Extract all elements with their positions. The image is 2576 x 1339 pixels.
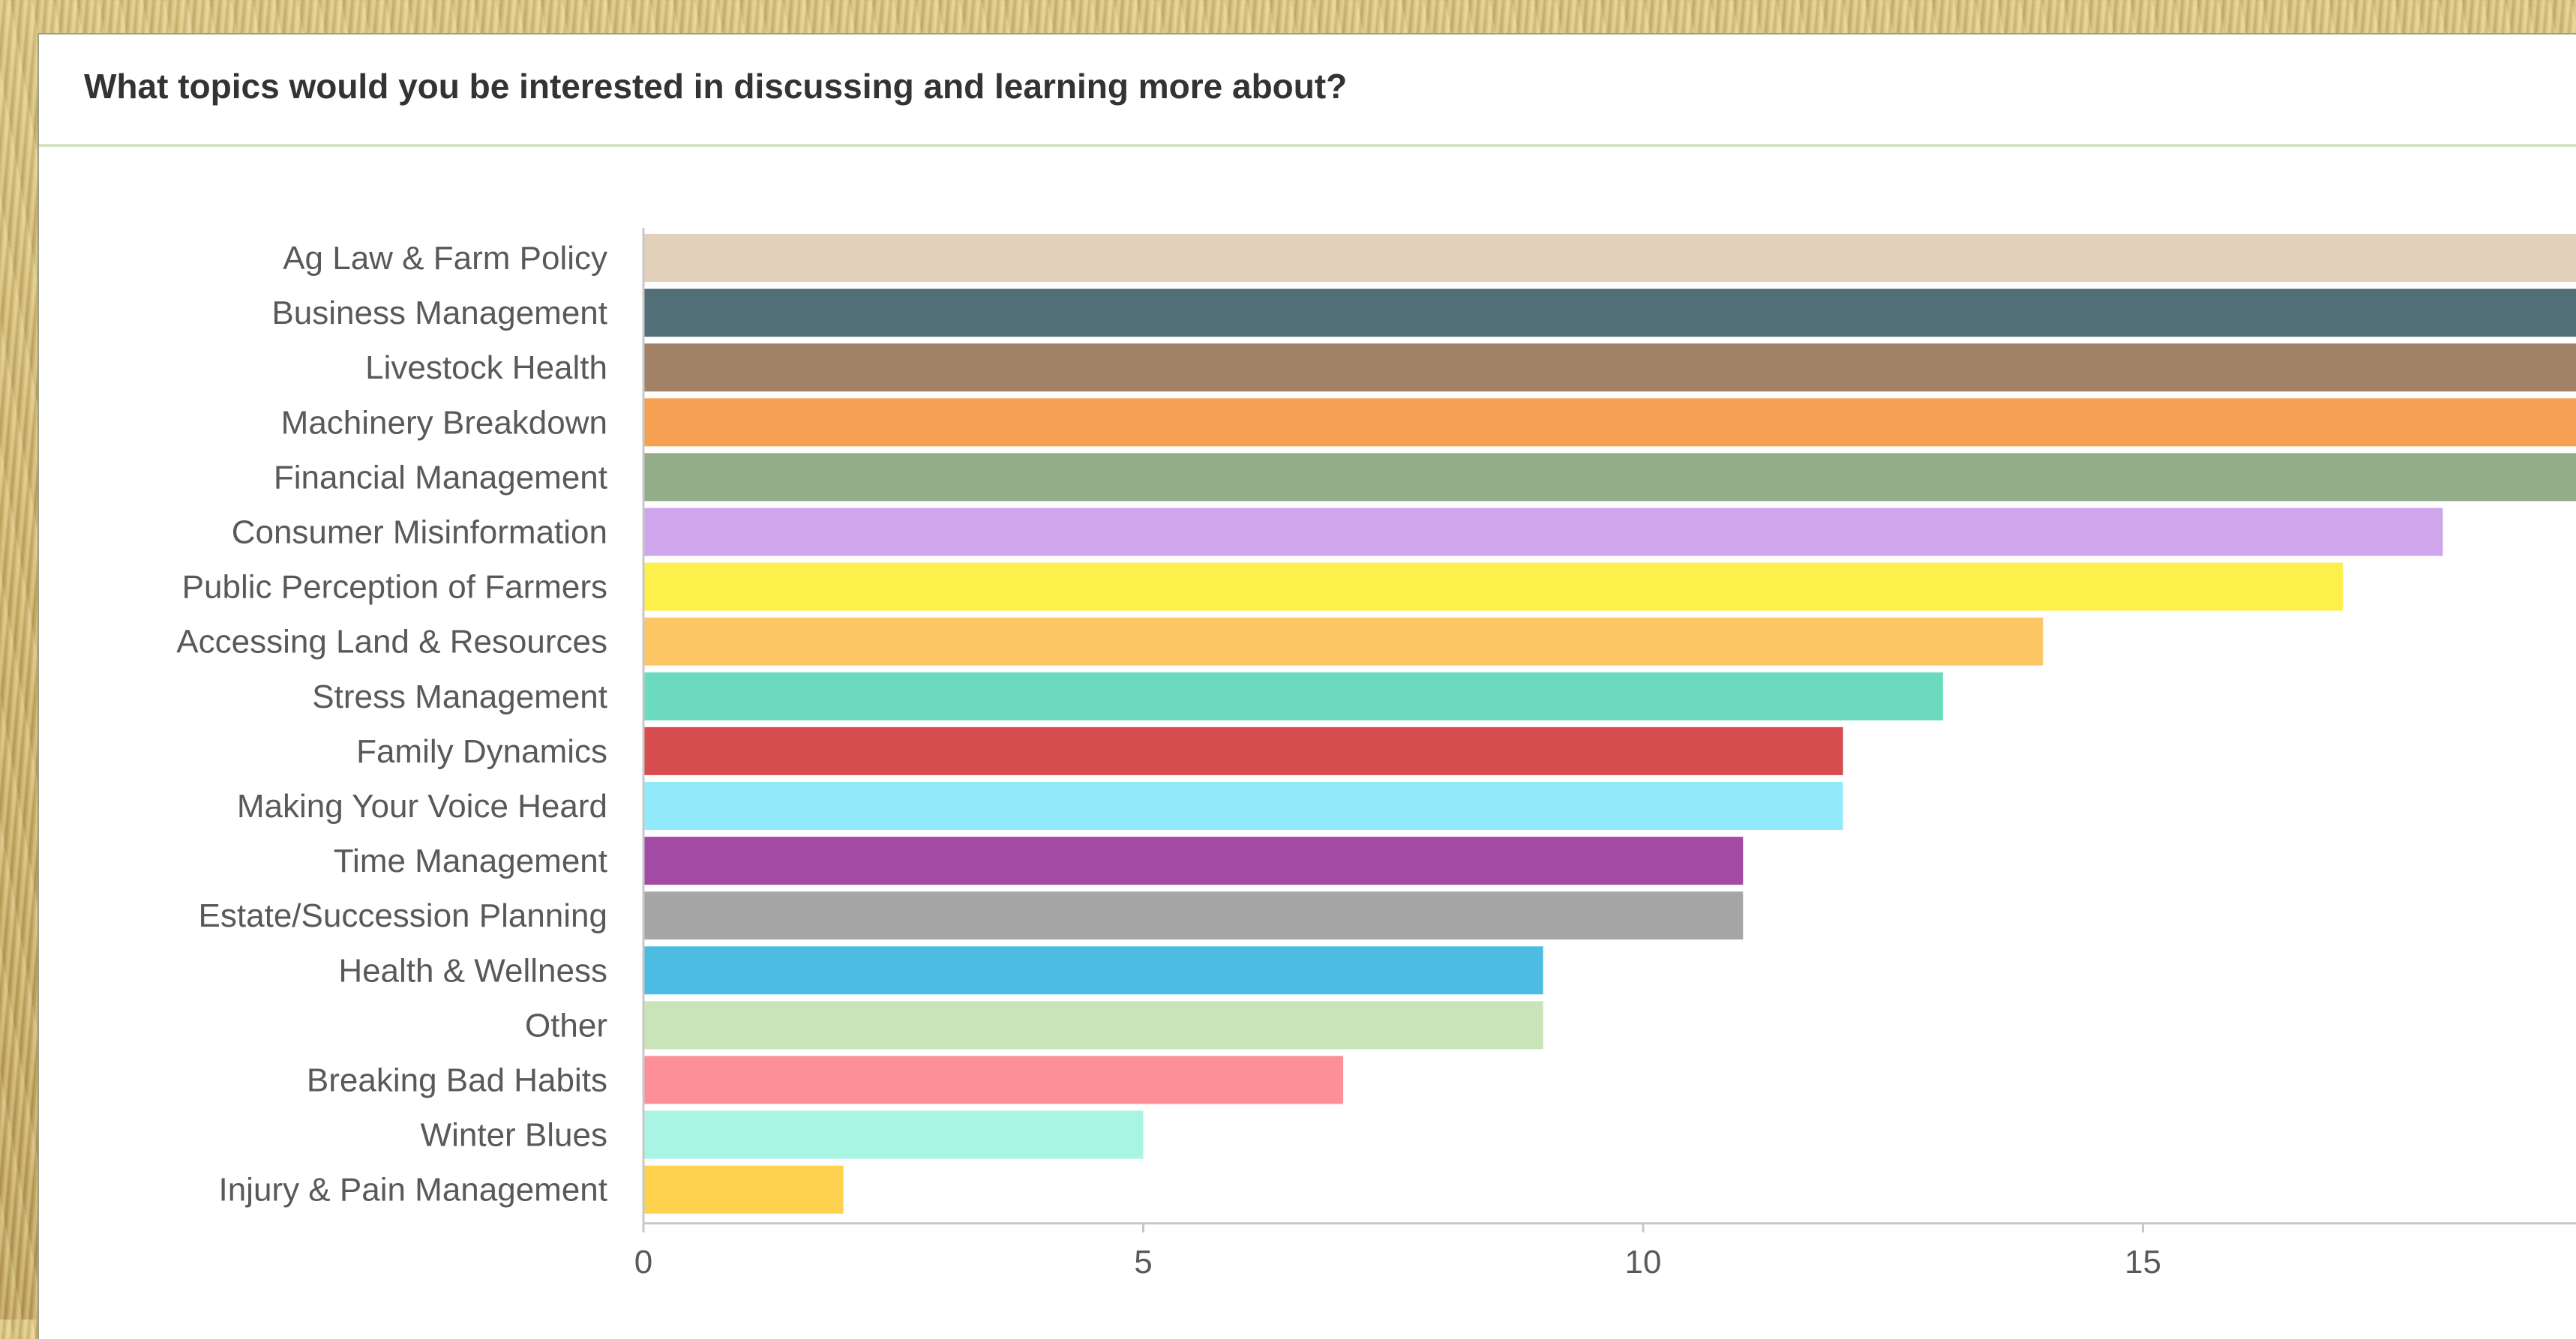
bar: [643, 1166, 844, 1214]
category-label: Stress Management: [312, 678, 607, 715]
category-label: Breaking Bad Habits: [307, 1062, 607, 1099]
bar: [643, 891, 1743, 939]
bar: [643, 946, 1543, 994]
category-label: Accessing Land & Resources: [176, 624, 607, 661]
x-tick-label: 0: [634, 1244, 652, 1281]
category-label: Machinery Breakdown: [281, 404, 607, 441]
category-label: Injury & Pain Management: [218, 1172, 607, 1209]
bar: [643, 672, 1943, 720]
category-label: Livestock Health: [365, 349, 607, 386]
bar: [643, 1111, 1144, 1159]
category-label: Health & Wellness: [338, 952, 607, 989]
bar: [643, 837, 1743, 885]
bar: [643, 563, 2343, 611]
category-label: Winter Blues: [421, 1117, 607, 1154]
bar: [643, 782, 1843, 830]
category-label: Estate/Succession Planning: [199, 897, 607, 934]
category-label: Business Management: [271, 295, 607, 331]
bar: [643, 618, 2043, 666]
bar: [643, 508, 2443, 556]
category-label: Consumer Misinformation: [232, 514, 607, 551]
category-label: Other: [525, 1007, 607, 1044]
x-tick-label: 10: [1625, 1244, 1662, 1281]
category-label: Making Your Voice Heard: [237, 788, 607, 825]
category-label: Ag Law & Farm Policy: [283, 240, 607, 277]
bar: [643, 234, 2576, 282]
bar: [643, 289, 2576, 337]
bar: [643, 1056, 1343, 1104]
category-label: Family Dynamics: [356, 733, 607, 770]
bar: [643, 727, 1843, 775]
category-label: Public Perception of Farmers: [182, 569, 607, 606]
x-tick-label: 15: [2125, 1244, 2161, 1281]
x-tick-label: 5: [1134, 1244, 1152, 1281]
category-label: Financial Management: [274, 459, 607, 496]
bar: [643, 1001, 1543, 1049]
bar: [643, 453, 2576, 501]
bar: [643, 343, 2576, 391]
category-label: Time Management: [334, 843, 607, 879]
bar: [643, 398, 2576, 446]
